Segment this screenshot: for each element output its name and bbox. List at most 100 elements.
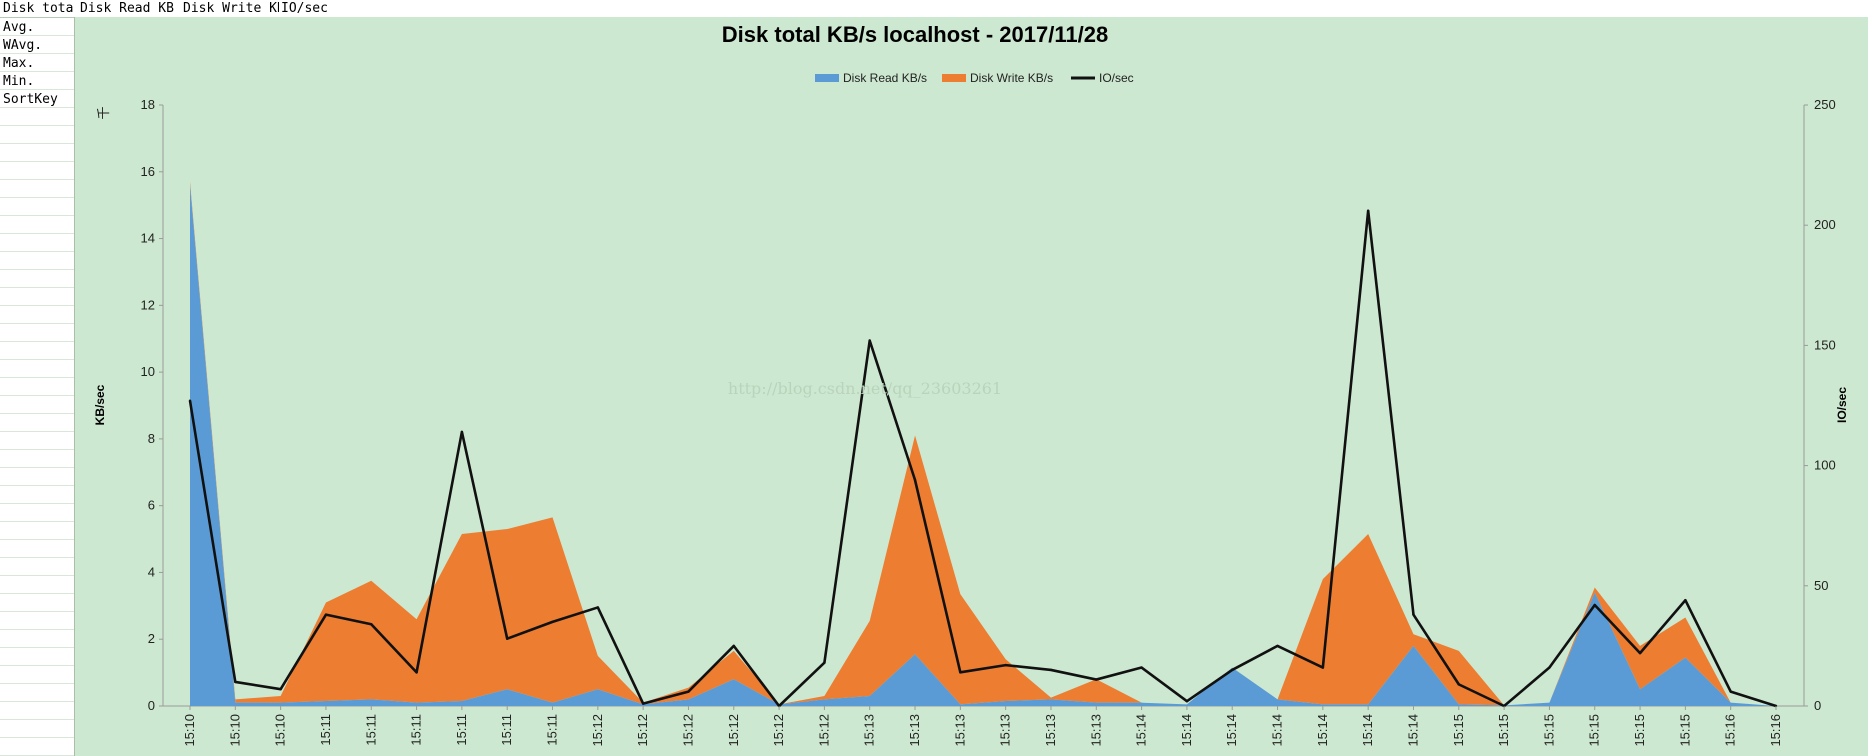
y-tick-label: 6: [148, 498, 155, 513]
y-tick-label: 0: [148, 698, 155, 713]
y-tick-label: 10: [141, 364, 155, 379]
io-point: [641, 702, 645, 705]
header-row: Disk tota Disk Read KB Disk Write KB IO/sec: [0, 0, 1868, 18]
x-tick-label: 15:11: [545, 714, 560, 746]
x-tick-label: 15:14: [1134, 714, 1149, 747]
x-tick-label: 15:14: [1270, 714, 1285, 747]
x-tick-label: 15:14: [1360, 714, 1375, 747]
chart-area[interactable]: Disk total KB/s localhost - 2017/11/28 0…: [74, 17, 1868, 756]
x-tick-label: 15:11: [318, 714, 333, 746]
y-tick-label: 12: [141, 297, 155, 312]
header-cell-1[interactable]: Disk Read KB: [80, 1, 174, 16]
x-tick-label: 15:13: [952, 714, 967, 747]
io-point: [1231, 668, 1234, 672]
series-line-io-sec: [188, 209, 1777, 708]
y2-tick-label: 150: [1814, 337, 1836, 352]
x-tick-label: 15:14: [1405, 714, 1420, 747]
x-tick-label: 15:16: [1768, 714, 1783, 747]
io-point: [1140, 666, 1143, 669]
io-point: [460, 430, 464, 434]
x-tick-label: 15:12: [680, 714, 695, 747]
legend-label: Disk Write KB/s: [970, 71, 1053, 85]
io-point: [1366, 209, 1370, 212]
legend-swatch: [942, 74, 966, 82]
x-tick-label: 15:10: [182, 714, 197, 747]
io-point: [823, 661, 826, 664]
x-tick-label: 15:13: [862, 714, 877, 747]
x-tick-label: 15:11: [363, 714, 378, 746]
chart-title: Disk total KB/s localhost - 2017/11/28: [722, 22, 1108, 47]
x-tick-label: 15:11: [409, 714, 424, 746]
x-tick-label: 15:14: [1179, 714, 1194, 747]
io-point: [1095, 678, 1098, 681]
x-tick-label: 15:12: [771, 714, 786, 747]
io-point: [596, 606, 600, 609]
header-cell-2[interactable]: Disk Write KB: [183, 1, 279, 16]
x-tick-label: 15:13: [998, 714, 1013, 747]
io-point: [551, 620, 554, 624]
y-tick-label: 2: [148, 631, 155, 646]
y2-tick-label: 100: [1814, 458, 1836, 473]
header-cell-0[interactable]: Disk tota: [3, 1, 74, 16]
y2-tick-label: 200: [1814, 217, 1836, 232]
io-point: [959, 671, 962, 674]
io-point: [868, 339, 871, 342]
x-tick-label: 15:15: [1496, 714, 1511, 747]
x-tick-label: 15:12: [635, 714, 650, 747]
io-point: [1638, 651, 1642, 655]
row-label-sortkey: SortKey: [3, 92, 58, 107]
y-axis-title: KB/sec: [93, 384, 107, 425]
disk-total-chart: Disk total KB/s localhost - 2017/11/28 0…: [93, 22, 1849, 747]
io-point: [506, 637, 509, 640]
x-tick-label: 15:11: [499, 714, 514, 746]
x-tick-label: 15:15: [1632, 714, 1647, 747]
x-tick-label: 15:16: [1723, 714, 1738, 747]
io-point: [1457, 683, 1461, 686]
y-tick-label: 18: [141, 97, 155, 112]
io-point: [1593, 603, 1596, 607]
io-point: [279, 687, 282, 691]
x-tick-label: 15:12: [590, 714, 605, 747]
x-tick-label: 15:12: [726, 714, 741, 747]
io-point: [1004, 663, 1007, 667]
x-tick-label: 15:10: [227, 714, 242, 747]
series-area-disk-read: [190, 185, 1776, 707]
io-point: [687, 690, 690, 693]
io-point: [415, 671, 418, 674]
y2-tick-label: 0: [1814, 698, 1821, 713]
y2-axis-title: IO/sec: [1835, 387, 1849, 423]
row-label-max: Max.: [3, 56, 35, 71]
io-point: [1729, 690, 1732, 693]
y-unit-label: 千: [96, 106, 111, 119]
row-labels-column: [0, 0, 75, 756]
x-tick-label: 15:15: [1677, 714, 1692, 747]
legend-label: IO/sec: [1099, 71, 1134, 85]
x-tick-label: 15:14: [1315, 714, 1330, 747]
x-tick-label: 15:15: [1541, 714, 1556, 747]
io-point: [1276, 644, 1279, 648]
watermark-text: http://blog.csdn.net/qq_23603261: [728, 379, 1002, 398]
x-tick-label: 15:10: [273, 714, 288, 747]
header-cell-3[interactable]: IO/sec: [281, 1, 328, 16]
legend-label: Disk Read KB/s: [843, 71, 927, 85]
x-tick-label: 15:15: [1587, 714, 1602, 747]
x-tick-label: 15:13: [1088, 714, 1103, 747]
io-point: [913, 478, 917, 482]
io-point: [732, 644, 735, 648]
io-point: [1049, 668, 1053, 672]
legend-swatch: [815, 74, 839, 82]
x-tick-label: 15:14: [1224, 714, 1239, 747]
io-point: [1321, 666, 1325, 669]
x-tick-label: 15:13: [907, 714, 922, 747]
x-tick-label: 15:11: [454, 714, 469, 746]
y2-tick-label: 50: [1814, 578, 1828, 593]
io-point: [370, 623, 373, 626]
io-point: [324, 613, 328, 616]
row-label-avg: Avg.: [3, 20, 35, 35]
y-tick-label: 16: [141, 164, 155, 179]
x-tick-label: 15:15: [1451, 714, 1466, 747]
row-label-min: Min.: [3, 74, 35, 89]
y-tick-label: 14: [141, 231, 155, 246]
y-tick-label: 8: [148, 431, 155, 446]
io-point: [1412, 613, 1415, 616]
